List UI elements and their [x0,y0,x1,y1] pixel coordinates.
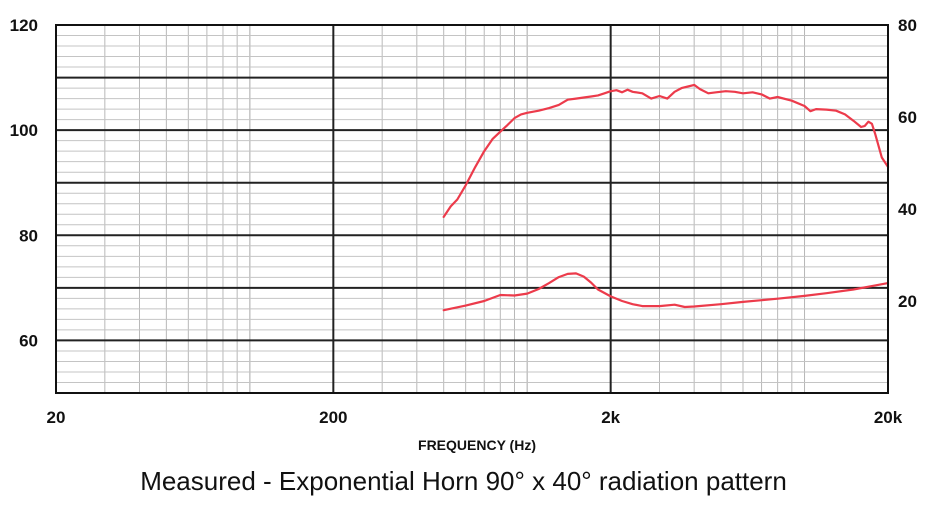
left-axis-tick-labels: 60 80 100 120 [10,16,38,350]
y2-tick-label: 60 [898,108,917,127]
series-line-1 [442,83,890,218]
right-axis-tick-labels: 20 40 60 80 [898,16,917,311]
y2-tick-label: 20 [898,292,917,311]
x-tick-label: 20 [47,408,66,427]
plot-frame [55,24,889,394]
chart-caption: Measured - Exponential Horn 90° x 40° ra… [140,466,787,496]
y-tick-label: 80 [19,226,38,245]
y-tick-label: 100 [10,121,38,140]
bottom-axis-tick-labels: 20 200 2k 20k [47,408,903,427]
y-tick-label: 120 [10,16,38,35]
x-axis-label: FREQUENCY (Hz) [418,437,536,453]
major-gridlines [56,25,888,393]
minor-gridlines [56,25,888,393]
x-tick-label: 20k [874,408,903,427]
x-tick-label: 200 [319,408,347,427]
frequency-response-chart: 60 80 100 120 20 40 60 80 20 200 2k 20k FREQUENCY… [10,16,917,453]
y-tick-label: 60 [19,331,38,350]
series-layer [442,83,890,312]
y2-tick-label: 40 [898,200,917,219]
series-line-2 [442,272,890,312]
y2-tick-label: 80 [898,16,917,35]
x-tick-label: 2k [601,408,620,427]
